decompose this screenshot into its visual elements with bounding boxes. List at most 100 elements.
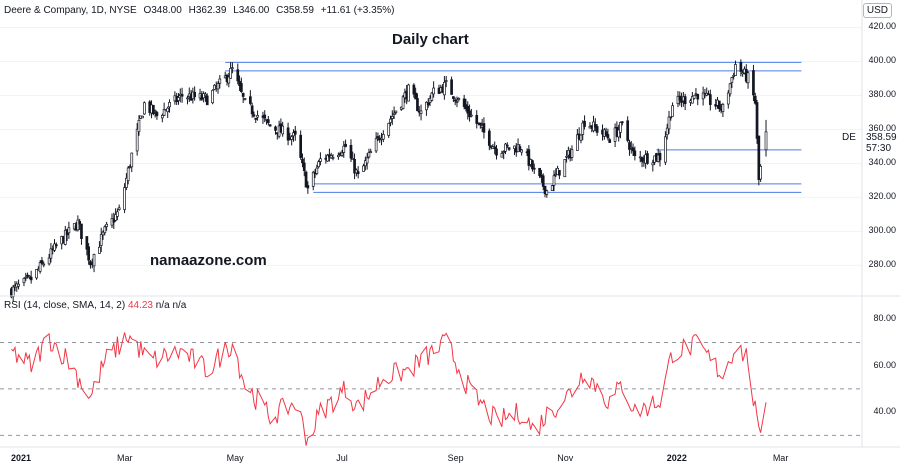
candle-body	[620, 121, 624, 124]
candle-body	[311, 171, 315, 187]
candle-body	[193, 91, 197, 98]
candle-body	[527, 149, 531, 166]
candle-body	[116, 211, 119, 217]
candle-body	[455, 101, 459, 103]
candle-body	[734, 64, 737, 76]
candle-body	[241, 92, 245, 97]
candle-body	[342, 145, 346, 153]
candle-body	[168, 102, 171, 108]
candle-body	[628, 142, 631, 150]
candle-body	[416, 98, 419, 112]
candle-body	[22, 277, 26, 284]
candle-body	[98, 246, 101, 254]
watermark-text: namaazone.com	[150, 252, 267, 269]
candle-body	[11, 286, 15, 298]
candle-body	[696, 93, 700, 100]
candle-body	[125, 177, 128, 188]
candle-body	[389, 118, 392, 123]
candle-body	[520, 149, 524, 153]
candle-body	[286, 127, 290, 141]
candlestick-series	[10, 59, 768, 302]
rsi-levels	[0, 341, 862, 436]
candle-body	[250, 105, 254, 115]
candle-body	[67, 227, 71, 234]
candle-body	[443, 81, 446, 96]
candle-body	[38, 262, 42, 272]
candle-body	[495, 148, 498, 156]
candle-body	[450, 79, 453, 95]
candle-body	[211, 90, 214, 104]
last-price: 358.59	[866, 132, 897, 143]
candle-body	[362, 165, 365, 172]
candle-body	[80, 223, 83, 239]
candle-body	[337, 154, 340, 158]
candle-body	[92, 254, 96, 267]
candle-body	[35, 269, 38, 279]
candle-body	[487, 130, 491, 146]
candle-body	[432, 87, 435, 95]
currency-button[interactable]: USD	[862, 3, 892, 18]
candle-body	[728, 83, 732, 95]
candle-body	[755, 102, 759, 139]
symbol-name[interactable]: Deere & Company, 1D, NYSE	[4, 5, 137, 16]
candle-body	[626, 120, 630, 141]
candle-body	[340, 152, 344, 156]
candle-body	[414, 92, 418, 100]
candle-body	[177, 97, 180, 101]
time-tick-label: May	[226, 453, 244, 463]
candle-body	[268, 124, 272, 127]
candle-body	[726, 92, 730, 105]
rsi-legend: RSI (14, close, SMA, 14, 2) 44.23 n/a n/…	[4, 300, 186, 311]
candle-body	[543, 185, 547, 195]
candle-body	[160, 115, 164, 119]
candle-body	[319, 158, 322, 162]
candle-body	[142, 102, 146, 115]
candle-body	[344, 143, 347, 147]
candle-body	[329, 155, 333, 159]
candle-body	[658, 153, 662, 161]
candle-body	[137, 120, 141, 133]
candle-body	[475, 115, 479, 124]
candle-body	[381, 134, 385, 140]
candle-body	[579, 134, 583, 141]
rsi-na-2: n/a	[172, 300, 187, 311]
candle-body	[545, 190, 549, 195]
price-tick-label: 400.00	[868, 55, 896, 66]
grid	[0, 26, 862, 266]
candle-body	[425, 101, 428, 111]
price-tick-label: 420.00	[868, 21, 896, 32]
candle-body	[538, 167, 541, 177]
candle-body	[633, 150, 637, 157]
candle-body	[563, 159, 567, 178]
candle-body	[570, 149, 574, 158]
candle-body	[53, 243, 56, 251]
candle-body	[646, 153, 649, 164]
candle-body	[730, 77, 734, 83]
candle-body	[504, 143, 507, 152]
candle-body	[254, 118, 258, 120]
candle-body	[40, 260, 44, 264]
candle-body	[466, 105, 470, 114]
candle-body	[243, 98, 247, 100]
candle-body	[752, 70, 755, 96]
candle-body	[76, 219, 80, 231]
price-tick-label: 360.00	[868, 123, 896, 134]
rsi-label[interactable]: RSI (14, close, SMA, 14, 2)	[4, 300, 126, 311]
price-tick-label: 300.00	[868, 225, 896, 236]
candle-body	[757, 135, 761, 180]
candle-body	[105, 223, 108, 227]
candle-body	[468, 110, 471, 118]
candle-body	[457, 98, 461, 100]
candle-body	[407, 84, 410, 102]
candle-body	[231, 67, 234, 70]
price-tick-label: 320.00	[868, 191, 896, 202]
candle-body	[452, 96, 455, 99]
candle-body	[739, 62, 743, 72]
candle-body	[216, 83, 220, 90]
candle-body	[349, 144, 353, 159]
candle-body	[166, 107, 170, 113]
candle-body	[227, 76, 231, 84]
candle-body	[24, 276, 28, 279]
candle-body	[103, 226, 107, 233]
